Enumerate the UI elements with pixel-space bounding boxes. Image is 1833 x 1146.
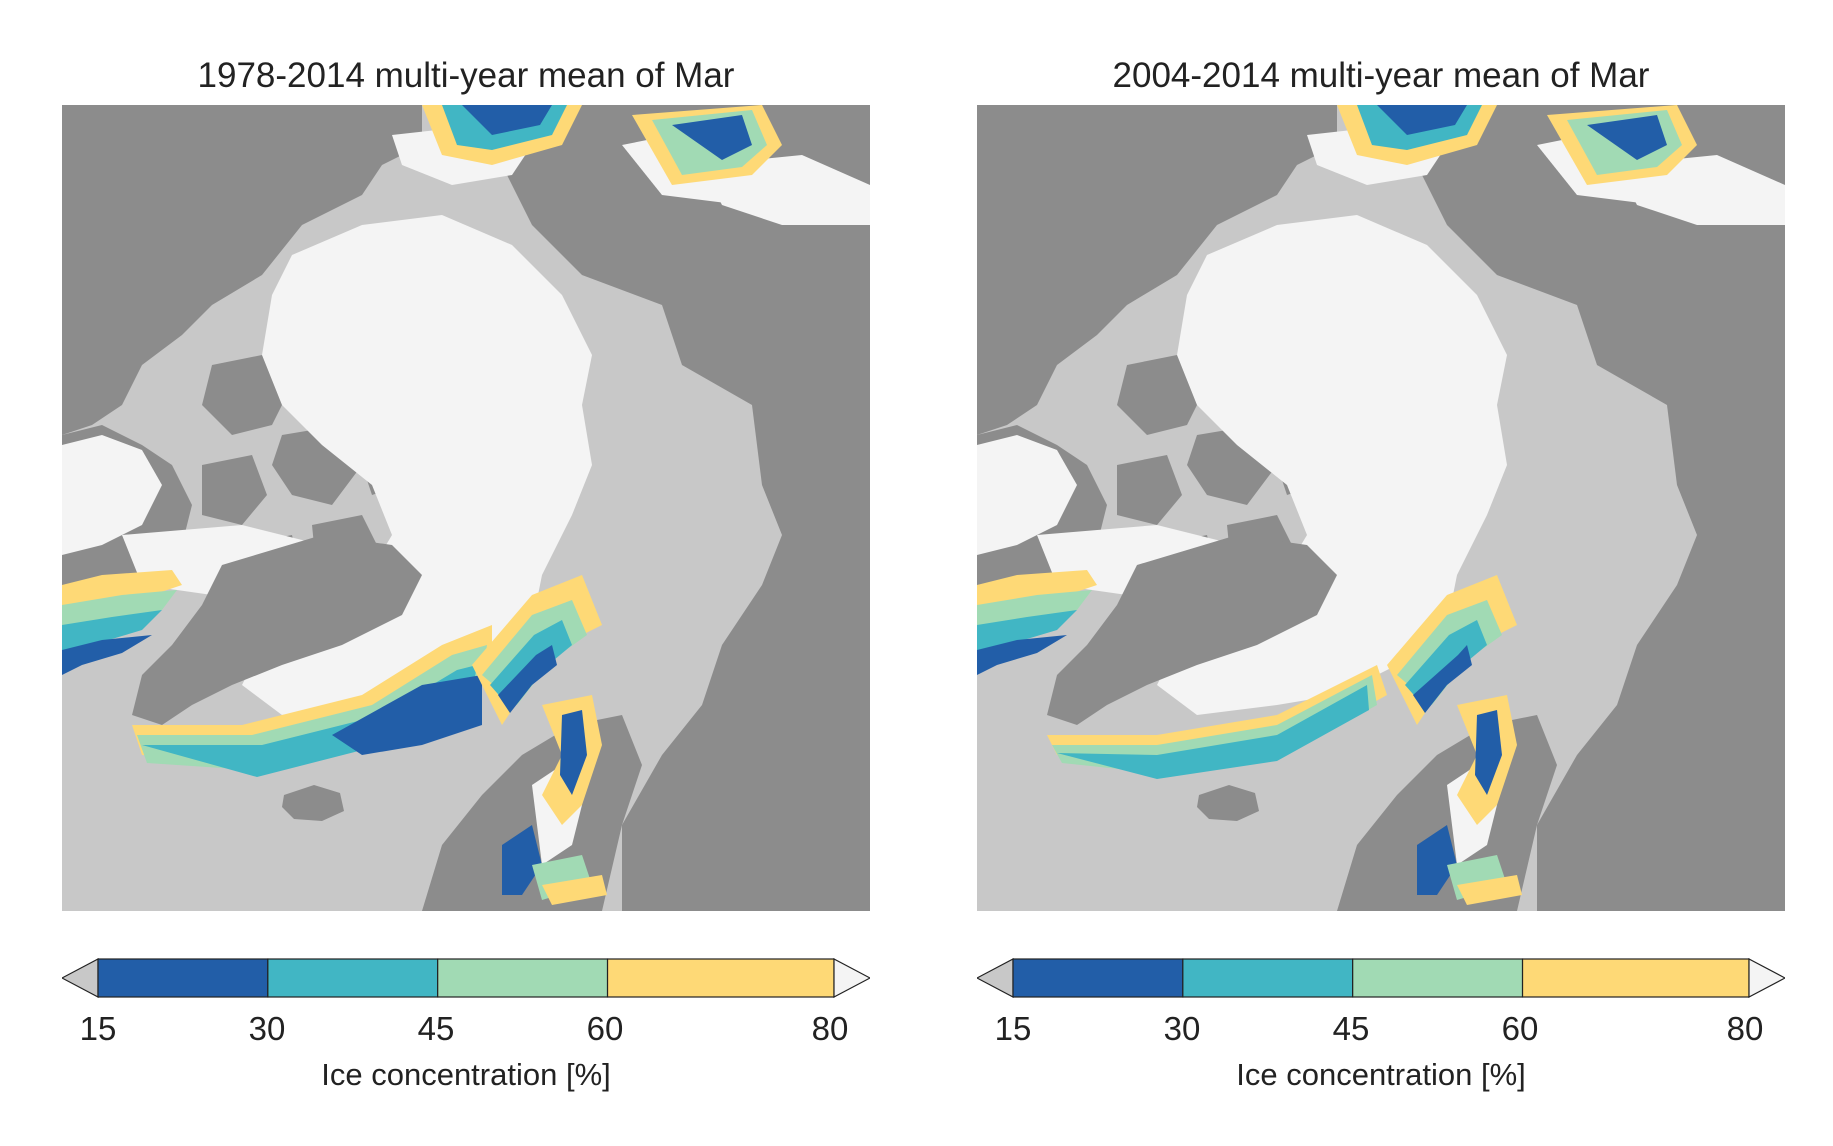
ice-band-pacific — [1587, 115, 1667, 160]
colorbar-under-arrow — [62, 958, 99, 998]
ice-band-baltic — [502, 825, 542, 895]
colorbar-label: Ice concentration [%] — [1236, 1057, 1526, 1092]
colorbar-label: Ice concentration [%] — [321, 1057, 611, 1092]
colorbar-bin — [606, 958, 835, 998]
panel-title: 1978-2014 multi-year mean of Mar — [197, 56, 735, 95]
ice-band-greenland-sea — [137, 645, 487, 770]
colorbar-tick-60: 60 — [1501, 1010, 1539, 1047]
colorbar-bin — [1352, 958, 1524, 998]
canadian-archipelago-island — [202, 455, 267, 525]
colorbar-bin — [1182, 958, 1354, 998]
ice-band-pacific — [462, 105, 552, 135]
ice-concentration-map — [62, 105, 870, 911]
ice-band-labrador — [977, 635, 1067, 675]
canadian-archipelago-island — [202, 355, 292, 435]
canadian-archipelago-island — [1117, 455, 1182, 525]
ice-band-greenland-sea — [142, 665, 477, 777]
eurasia-landmass — [1417, 105, 1785, 911]
map-content — [62, 105, 870, 911]
ice-band-greenland-sea — [332, 675, 482, 755]
north-america-landmass — [977, 105, 1337, 435]
panel-1978-2014: 1978-2014 multi-year mean of Mar 15 30 4… — [40, 0, 900, 1146]
panel-2004-2014: 2004-2014 multi-year mean of Mar 15 30 4… — [955, 0, 1815, 1146]
ice-band-baltic — [542, 875, 607, 905]
colorbar-over-arrow — [1748, 958, 1785, 998]
ice-band-kara-edge — [560, 710, 587, 795]
ice-band-barents — [498, 645, 557, 713]
panel-title: 2004-2014 multi-year mean of Mar — [1112, 56, 1650, 95]
ice-band-pacific — [1377, 105, 1467, 135]
colorbar — [62, 958, 870, 998]
colorbar-bin — [1521, 958, 1750, 998]
colorbar-tick-80: 80 — [1726, 1010, 1764, 1047]
ice-band-baltic — [1417, 825, 1457, 895]
ice-concentration-map — [977, 105, 1785, 911]
colorbar-over-arrow — [833, 958, 870, 998]
north-america-landmass — [62, 105, 422, 435]
ice-band-barents — [1413, 645, 1472, 713]
colorbar-tick-15: 15 — [79, 1010, 117, 1047]
ice-band-baltic — [1457, 875, 1522, 905]
ice-band-kara-edge — [1475, 710, 1502, 795]
ice-band-greenland-sea — [132, 625, 492, 765]
colorbar-bin — [267, 958, 439, 998]
colorbar-tick-45: 45 — [1332, 1010, 1370, 1047]
colorbar-tick-60: 60 — [586, 1010, 624, 1047]
hudson-bay-ice — [977, 435, 1077, 555]
colorbar-tick-80: 80 — [811, 1010, 849, 1047]
central-arctic-ice — [1157, 215, 1507, 715]
ice-band-labrador — [62, 635, 152, 675]
ice-band-pacific — [672, 115, 752, 160]
colorbar-tick-45: 45 — [417, 1010, 455, 1047]
greenland — [1047, 535, 1337, 725]
ice-band-greenland-sea — [1057, 685, 1369, 779]
colorbar-bin — [97, 958, 269, 998]
map-content — [977, 105, 1785, 911]
colorbar-tick-15: 15 — [994, 1010, 1032, 1047]
colorbar-under-arrow — [977, 958, 1014, 998]
colorbar-tick-30: 30 — [1163, 1010, 1201, 1047]
colorbar-bin — [1012, 958, 1184, 998]
greenland — [132, 535, 422, 725]
iceland — [282, 785, 344, 821]
canadian-archipelago-island — [1117, 355, 1207, 435]
eurasia-landmass — [502, 105, 870, 911]
colorbar — [977, 958, 1785, 998]
colorbar-tick-30: 30 — [248, 1010, 286, 1047]
iceland — [1197, 785, 1259, 821]
hudson-bay-ice — [62, 435, 162, 555]
central-arctic-ice — [242, 215, 592, 715]
colorbar-bin — [437, 958, 609, 998]
